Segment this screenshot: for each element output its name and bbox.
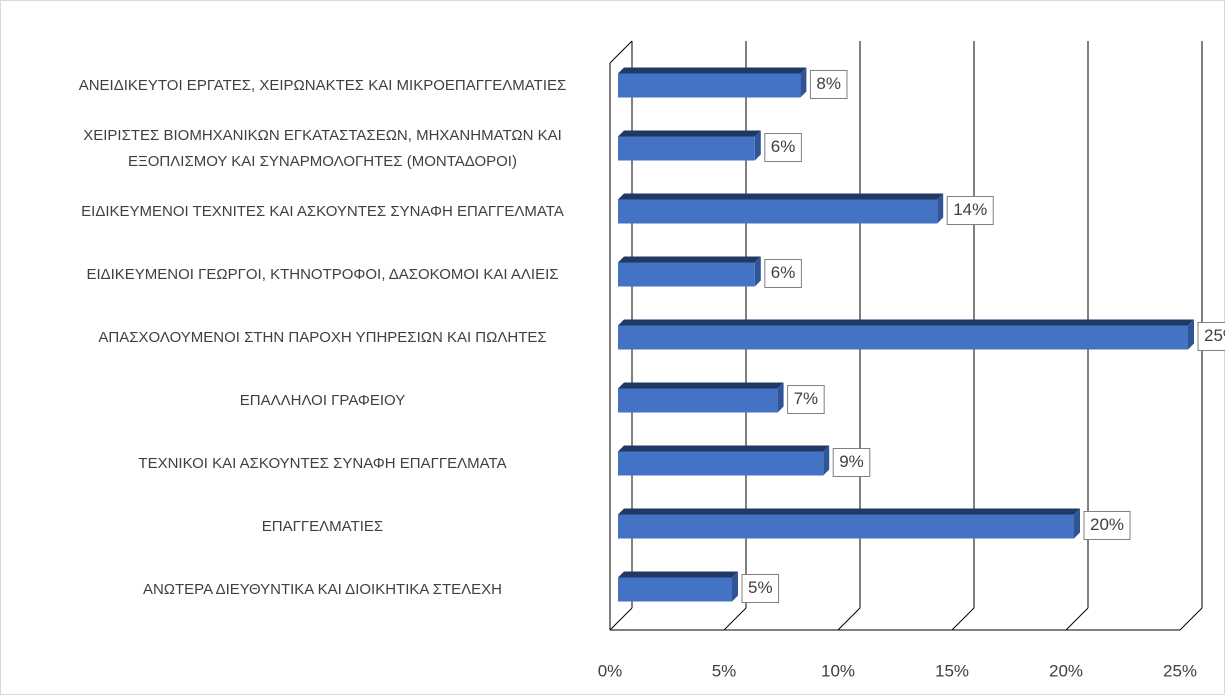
bar-side: [823, 445, 830, 476]
bar-top: [618, 319, 1194, 326]
y-tick-label: ΕΙΔΙΚΕΥΜΕΝΟΙ ΓΕΩΡΓΟΙ, ΚΤΗΝΟΤΡΟΦΟΙ, ΔΑΣΟΚ…: [86, 265, 559, 283]
bar-top: [618, 67, 807, 74]
bar-top: [618, 445, 830, 452]
bar-top: [618, 193, 944, 200]
bar-side: [1074, 508, 1080, 539]
bar-front: [618, 388, 778, 413]
bar-top: [618, 571, 738, 578]
bar: [618, 256, 761, 287]
bar: [618, 130, 761, 161]
grid-line: [1065, 607, 1089, 631]
bar-side: [1188, 319, 1194, 350]
bar-front: [618, 577, 732, 602]
bar-side: [937, 193, 944, 224]
bar: [618, 193, 944, 224]
bar: [618, 445, 830, 476]
y-tick-label: ΕΠΑΓΓΕΛΜΑΤΙΕΣ: [261, 517, 384, 535]
y-tick-label: ΧΕΙΡΙΣΤΕΣ ΒΙΟΜΗΧΑΝΙΚΩΝ ΕΓΚΑΤΑΣΤΑΣΕΩΝ, ΜΗ…: [83, 126, 562, 170]
bar-side: [800, 67, 807, 98]
x-tick-label: 0%: [598, 661, 623, 680]
data-label-box: [764, 259, 802, 288]
bar-top: [618, 508, 1080, 515]
bar-front: [618, 73, 801, 98]
grid-line: [723, 607, 747, 631]
data-label-box: [764, 133, 802, 162]
bar-side: [777, 382, 784, 413]
y-tick-label: ΑΠΑΣΧΟΛΟΥΜΕΝΟΙ ΣΤΗΝ ΠΑΡΟΧΗ ΥΠΗΡΕΣΙΩΝ ΚΑΙ…: [98, 328, 547, 346]
data-label: 5%: [748, 578, 773, 597]
bar-front: [618, 514, 1074, 539]
x-tick-label: 20%: [1049, 661, 1083, 680]
data-label-box: [1197, 322, 1225, 351]
data-label: 20%: [1090, 515, 1124, 534]
data-label-box: [1083, 511, 1131, 540]
bar: [618, 67, 807, 98]
data-label: 14%: [953, 200, 987, 219]
bar-top: [618, 256, 761, 263]
bar: [618, 508, 1080, 539]
bar-side: [732, 571, 738, 602]
bar-front: [618, 451, 824, 476]
y-tick-label: ΤΕΧΝΙΚΟΙ ΚΑΙ ΑΣΚΟΥΝΤΕΣ ΣΥΝΑΦΗ ΕΠΑΓΓΕΛΜΑΤ…: [138, 454, 507, 472]
y-tick-label: ΕΙΔΙΚΕΥΜΕΝΟΙ ΤΕΧΝΙΤΕΣ ΚΑΙ ΑΣΚΟΥΝΤΕΣ ΣΥΝΑ…: [81, 202, 564, 220]
data-label: 7%: [794, 389, 819, 408]
bar: [618, 571, 738, 602]
grid-line: [837, 607, 861, 631]
bar-side: [754, 256, 761, 287]
axis-line: [609, 40, 633, 64]
data-label-box: [787, 385, 825, 414]
y-tick-label: ΕΠΑΛΛΗΛΟΙ ΓΡΑΦΕΙΟΥ: [239, 391, 406, 409]
grid-line: [609, 607, 633, 631]
data-label-box: [809, 70, 848, 99]
bar-top: [618, 130, 761, 137]
x-tick-label: 5%: [712, 661, 737, 680]
data-label: 6%: [771, 263, 796, 282]
y-tick-label: ΑΝΕΙΔΙΚΕΥΤΟΙ ΕΡΓΑΤΕΣ, ΧΕΙΡΩΝΑΚΤΕΣ ΚΑΙ ΜΙ…: [78, 76, 567, 94]
bar-front: [618, 199, 938, 224]
x-tick-label: 25%: [1163, 661, 1197, 680]
bar-front: [618, 325, 1188, 350]
bar: [618, 382, 784, 413]
x-tick-label: 10%: [821, 661, 855, 680]
bar-top: [618, 382, 784, 389]
data-label-box: [741, 574, 780, 603]
data-label-box: [946, 196, 994, 225]
bar-front: [618, 136, 755, 161]
y-tick-label: ΑΝΩΤΕΡΑ ΔΙΕΥΘΥΝΤΙΚΑ ΚΑΙ ΔΙΟΙΚΗΤΙΚΑ ΣΤΕΛΕ…: [142, 580, 503, 598]
data-label-box: [832, 448, 871, 477]
bar-side: [754, 130, 761, 161]
bar-front: [618, 262, 755, 287]
data-label: 8%: [816, 74, 841, 93]
x-tick-label: 15%: [935, 661, 969, 680]
grid-line: [1179, 607, 1203, 631]
data-label: 25%: [1204, 326, 1225, 345]
grid-line: [951, 607, 975, 631]
data-label: 6%: [771, 137, 796, 156]
data-label: 9%: [839, 452, 864, 471]
bar: [618, 319, 1194, 350]
